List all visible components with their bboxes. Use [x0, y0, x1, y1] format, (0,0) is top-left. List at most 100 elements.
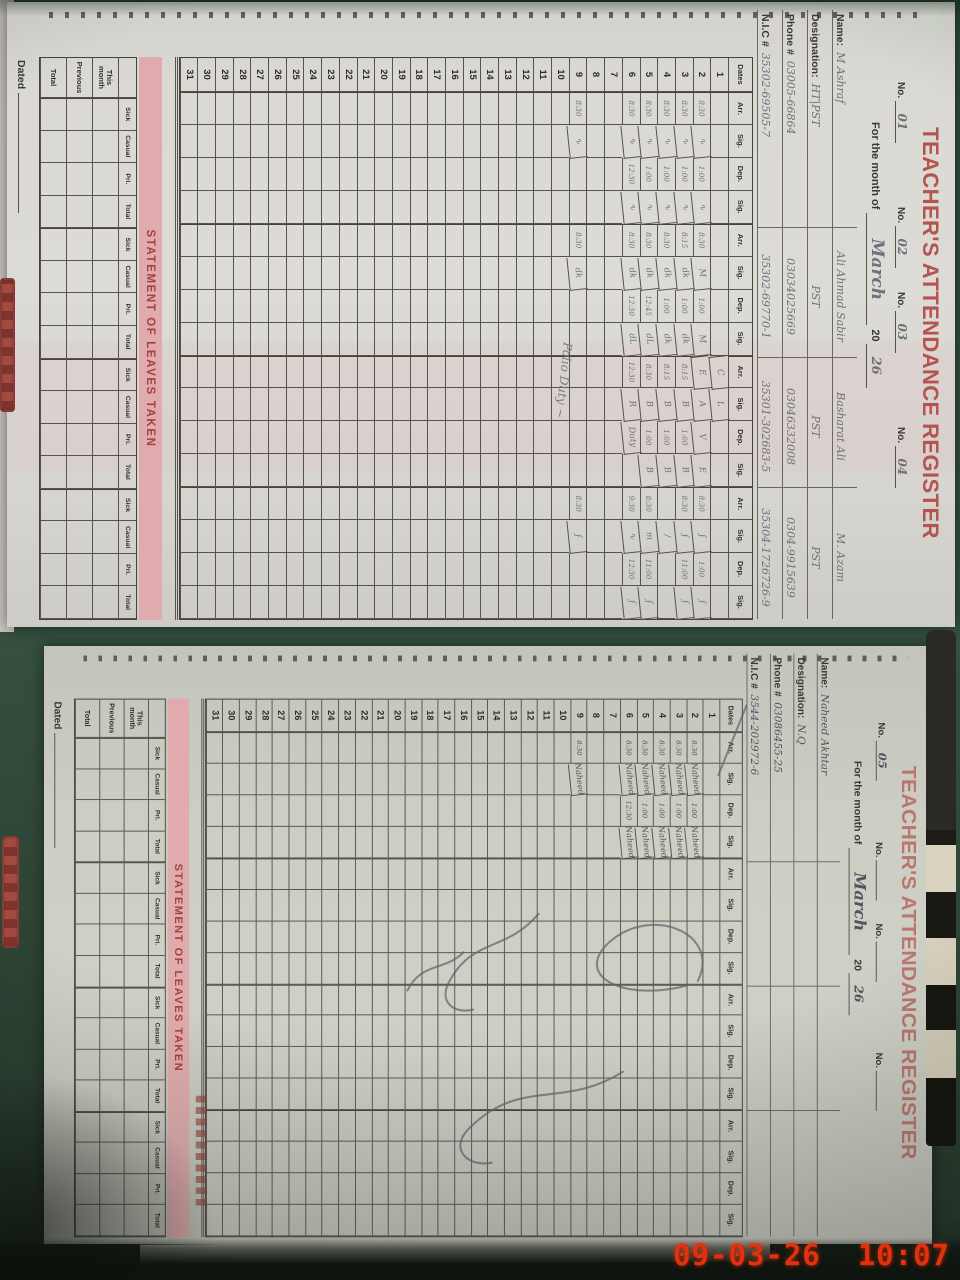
- attendance-cell: [454, 1015, 471, 1048]
- attendance-cell: [669, 984, 687, 1016]
- attendance-cell: [354, 795, 372, 827]
- date-number: 21: [356, 58, 375, 92]
- attendance-cell: [586, 826, 604, 859]
- attendance-cell: [321, 732, 339, 764]
- attendance-cell: [487, 763, 504, 796]
- attendance-cell: 8:30: [692, 223, 711, 257]
- attendance-cell: [487, 1204, 504, 1237]
- attendance-cell: [498, 388, 516, 422]
- attendance-cell: [354, 1078, 372, 1111]
- attendance-cell: [586, 795, 604, 827]
- attendance-cell: [371, 984, 389, 1016]
- attendance-cell: [356, 487, 375, 521]
- attendance-cell: [356, 223, 375, 257]
- attendance-cell: [391, 355, 410, 389]
- attendance-cell: [409, 454, 428, 488]
- attendance-cell: [533, 289, 552, 323]
- attendance-cell: B: [637, 453, 659, 489]
- statement-cell: [123, 862, 148, 894]
- statement-cell: [66, 260, 92, 294]
- attendance-cell: [702, 732, 720, 764]
- dated-line: [18, 93, 29, 214]
- attendance-cell: [553, 795, 571, 827]
- attendance-cell: [437, 984, 455, 1016]
- attendance-cell: [391, 223, 410, 257]
- attendance-cell: ʄ: [620, 585, 642, 620]
- attendance-cell: 8:30: [692, 487, 711, 521]
- attendance-cell: dk: [620, 255, 642, 291]
- attendance-cell: [197, 421, 216, 455]
- attendance-cell: [409, 553, 428, 587]
- attendance-cell: [305, 732, 322, 764]
- attendance-cell: [305, 921, 322, 953]
- attendance-cell: [222, 1015, 239, 1048]
- attendance-cell: [570, 1078, 587, 1111]
- info-value-nic: 35302-69770-1: [759, 254, 772, 339]
- attendance-cell: [604, 586, 622, 619]
- no-label: No.: [895, 82, 906, 99]
- attendance-cell: [657, 553, 675, 587]
- attendance-cell: [586, 388, 605, 422]
- statement-header-col: Sick: [147, 862, 165, 894]
- attendance-cell: [238, 1047, 256, 1079]
- attendance-cell: dk: [655, 321, 677, 357]
- attendance-cell: [503, 1078, 521, 1111]
- attendance-cell: [388, 952, 405, 985]
- serial-number-field: No. 01: [895, 82, 909, 143]
- attendance-cell: [232, 289, 251, 323]
- date-number: 28: [255, 699, 273, 733]
- statement-cell: [99, 1018, 124, 1050]
- attendance-cell: [669, 921, 687, 953]
- attendance-cell: [498, 289, 516, 323]
- statement-cell: [66, 293, 92, 326]
- statement-header-col: Total: [118, 456, 136, 489]
- date-number: 25: [305, 699, 322, 733]
- date-number: 14: [487, 699, 504, 733]
- attendance-cell: [586, 487, 605, 521]
- attendance-cell: [268, 553, 286, 587]
- date-number: 6: [619, 699, 637, 733]
- attendance-cell: [338, 889, 355, 922]
- attendance-cell: [498, 322, 516, 356]
- attendance-cell: [498, 157, 516, 191]
- attendance-cell: [391, 520, 410, 554]
- attendance-cell: [686, 1141, 703, 1174]
- attendance-cell: [515, 322, 534, 356]
- info-value-name: Basharat Ali: [834, 392, 847, 461]
- attendance-cell: [568, 454, 587, 488]
- attendance-cell: [437, 826, 455, 859]
- attendance-cell: [487, 984, 504, 1016]
- statement-cell: [99, 1111, 124, 1143]
- pen: [926, 630, 956, 1146]
- attendance-cell: [197, 454, 216, 488]
- attendance-cell: [603, 921, 620, 953]
- attendance-cell: [321, 223, 339, 257]
- attendance-cell: [520, 732, 538, 764]
- attendance-cell: [470, 763, 488, 796]
- info-value-phone: 03046332008: [784, 388, 797, 465]
- attendance-cell: [272, 826, 289, 859]
- attendance-cell: [374, 322, 392, 356]
- attendance-cell: [404, 1047, 422, 1079]
- attendance-cell: [255, 921, 273, 953]
- attendance-cell: 11:00: [639, 553, 658, 587]
- attendance-cell: [388, 984, 405, 1016]
- attendance-cell: [427, 586, 445, 619]
- register-page-bottom: TEACHER'S ATTENDANCE REGISTER No. 05 No. N…: [44, 646, 932, 1244]
- attendance-cell: [603, 1047, 620, 1079]
- attendance-cell: [222, 795, 239, 827]
- attendance-cell: [268, 421, 286, 455]
- attendance-cell: 1:00: [674, 289, 693, 323]
- attendance-cell: [427, 190, 445, 224]
- attendance-cell: [619, 858, 637, 890]
- attendance-cell: [321, 1204, 339, 1237]
- attendance-cell: [374, 388, 392, 422]
- attendance-cell: [520, 1047, 538, 1079]
- statement-row-label: This month: [92, 58, 118, 98]
- statement-cell: [123, 1080, 148, 1112]
- attendance-cell: [603, 1078, 620, 1111]
- attendance-cell: [454, 1047, 471, 1079]
- attendance-cell: [285, 289, 304, 323]
- statement-cell: [40, 391, 66, 424]
- attendance-cell: [570, 858, 587, 890]
